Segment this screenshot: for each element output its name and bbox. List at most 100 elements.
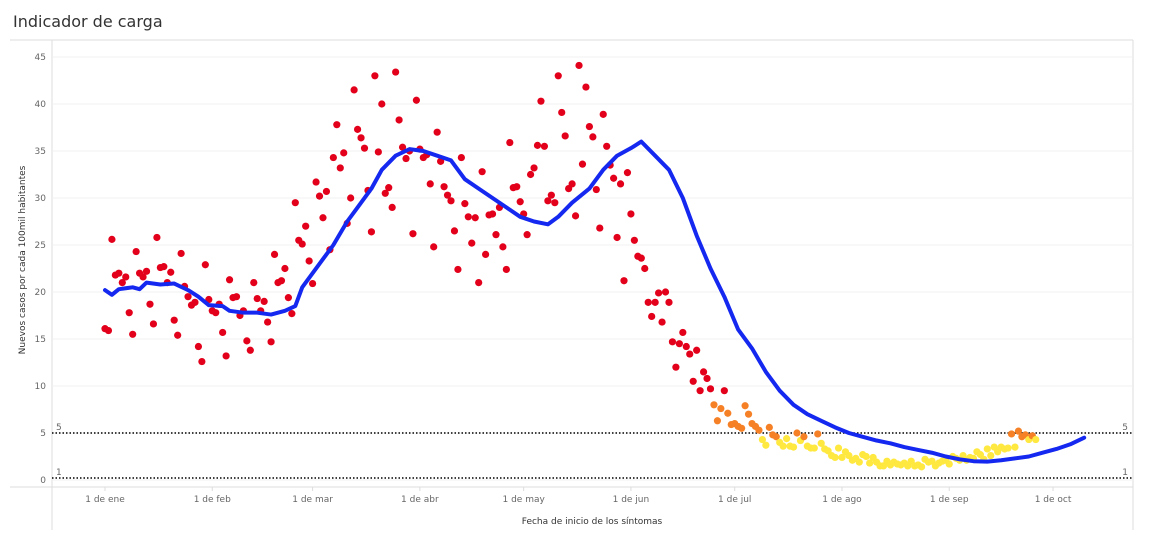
- data-point: [762, 441, 770, 449]
- data-point: [378, 100, 386, 108]
- data-point: [482, 250, 490, 258]
- y-axis-ticks: 0 5 10 15 20 25 30 35 40 45: [35, 53, 47, 486]
- data-point: [385, 184, 393, 192]
- chart-frame: [10, 39, 1134, 530]
- data-point: [502, 265, 510, 274]
- data-point: [142, 267, 151, 275]
- data-point: [547, 191, 555, 199]
- x-axis-title: Fecha de inicio de los síntomas: [522, 517, 663, 527]
- data-point: [177, 249, 185, 258]
- data-point: [284, 294, 292, 302]
- data-point: [167, 268, 175, 276]
- x-tick-label: 1 de may: [503, 495, 546, 505]
- data-point: [433, 128, 441, 136]
- data-point: [783, 435, 791, 443]
- data-point: [641, 264, 649, 273]
- data-point: [779, 442, 787, 450]
- data-point: [149, 320, 158, 328]
- data-point: [461, 200, 469, 208]
- data-point: [724, 409, 732, 417]
- data-point: [402, 154, 410, 163]
- data-point: [838, 453, 846, 462]
- data-point: [225, 276, 234, 284]
- page-title: Indicador de carga: [13, 12, 163, 31]
- data-point: [440, 183, 448, 191]
- data-point: [454, 265, 462, 274]
- data-point: [599, 110, 607, 118]
- data-point: [686, 350, 694, 358]
- x-tick-label: 1 de oct: [1035, 495, 1072, 505]
- data-point: [513, 183, 521, 191]
- data-point: [717, 404, 725, 413]
- y-tick-label: 20: [35, 288, 47, 298]
- data-point: [738, 424, 746, 432]
- data-point: [561, 132, 569, 140]
- data-point: [1032, 435, 1040, 444]
- data-point: [184, 293, 192, 301]
- data-point: [755, 426, 763, 434]
- data-point: [174, 331, 182, 339]
- data-point: [347, 194, 355, 202]
- data-point: [129, 330, 137, 338]
- data-point: [1014, 427, 1023, 435]
- data-point: [270, 250, 279, 258]
- data-point: [630, 236, 638, 244]
- data-point: [315, 192, 324, 200]
- data-point: [551, 199, 559, 207]
- data-point: [530, 164, 538, 172]
- data-point: [817, 439, 825, 447]
- data-point: [194, 342, 203, 351]
- data-point: [772, 433, 780, 441]
- y-tick-label: 15: [35, 335, 46, 345]
- data-point: [627, 210, 635, 218]
- data-point: [336, 164, 344, 172]
- data-point: [350, 86, 358, 94]
- y-tick-label: 5: [40, 429, 46, 439]
- data-point: [1004, 444, 1012, 452]
- data-point: [661, 288, 670, 296]
- data-point: [1011, 443, 1019, 451]
- data-point: [298, 240, 306, 248]
- x-tick-label: 1 de feb: [194, 495, 231, 505]
- data-point: [506, 138, 514, 147]
- data-point: [987, 451, 995, 460]
- data-point: [122, 273, 130, 281]
- y-tick-label: 30: [35, 194, 47, 204]
- data-point: [146, 300, 154, 308]
- data-point: [831, 453, 839, 462]
- data-point: [917, 463, 926, 471]
- data-point: [281, 264, 289, 273]
- data-point: [340, 149, 348, 157]
- data-point: [170, 316, 178, 324]
- data-point: [710, 401, 718, 409]
- data-point: [212, 309, 220, 317]
- data-point: [533, 141, 542, 149]
- data-point: [426, 180, 434, 188]
- data-point: [160, 263, 168, 271]
- data-point: [232, 293, 241, 301]
- data-point: [758, 435, 767, 444]
- data-point: [665, 298, 673, 306]
- data-point: [610, 174, 618, 182]
- y-tick-label: 40: [35, 100, 47, 110]
- x-tick-label: 1 de sep: [930, 495, 969, 505]
- data-point: [540, 142, 549, 150]
- x-tick-label: 1 de jul: [718, 495, 751, 505]
- data-point: [243, 337, 251, 345]
- data-point: [277, 277, 286, 285]
- data-point: [475, 279, 483, 287]
- data-point: [264, 318, 272, 326]
- data-point: [592, 185, 600, 194]
- data-point: [834, 444, 843, 452]
- data-point: [596, 224, 604, 232]
- data-point: [516, 198, 524, 206]
- data-point: [198, 357, 206, 366]
- data-point: [201, 261, 209, 269]
- data-point: [367, 228, 376, 236]
- data-point: [329, 153, 337, 162]
- data-point: [392, 68, 400, 76]
- data-point: [679, 328, 687, 337]
- gridlines: [52, 56, 1133, 481]
- data-point: [388, 203, 396, 211]
- data-point: [353, 125, 362, 133]
